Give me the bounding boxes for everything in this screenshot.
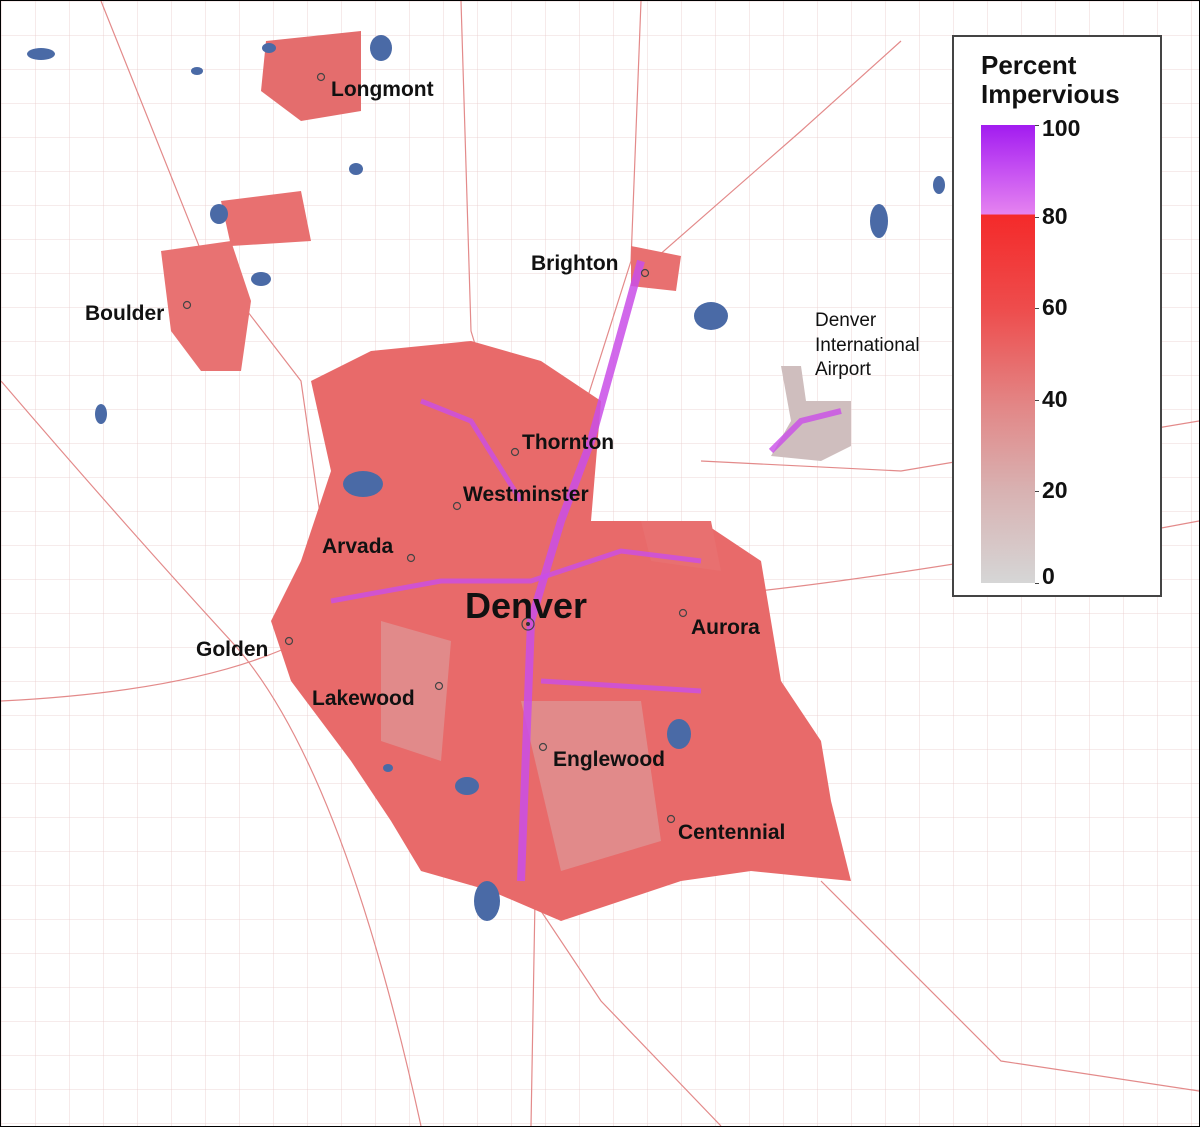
capital-dot (526, 622, 530, 626)
legend-tick (1035, 308, 1039, 310)
legend-tick (1035, 583, 1039, 584)
legend-tick-label: 60 (1042, 294, 1068, 321)
urban-area (161, 31, 851, 921)
color-bar (981, 125, 1035, 583)
legend: Percent Impervious 0 20 40 60 80 100 (952, 35, 1162, 597)
legend-title: Percent Impervious (981, 50, 1120, 109)
legend-tick-label: 100 (1042, 115, 1081, 141)
city-label: Arvada (322, 535, 394, 558)
city-label: Thornton (522, 431, 615, 454)
city-label: Brighton (531, 252, 619, 275)
city-markers (182, 72, 688, 824)
lakes (27, 35, 945, 921)
city-label: Englewood (553, 748, 665, 771)
legend-tick-label: 20 (1042, 477, 1068, 504)
city-label: Boulder (85, 302, 165, 325)
city-label: Centennial (678, 821, 786, 844)
city-label: Westminster (463, 483, 589, 506)
legend-tick (1035, 491, 1039, 493)
city-label: Golden (196, 638, 269, 661)
city-label: Denver (465, 585, 588, 626)
legend-tick (1035, 399, 1039, 401)
legend-tick-label: 0 (1042, 563, 1055, 589)
legend-tick-label: 80 (1042, 202, 1068, 229)
city-label: Aurora (691, 616, 760, 639)
city-label: Longmont (331, 78, 434, 101)
legend-tick-label: 40 (1042, 385, 1068, 412)
legend-tick (1035, 125, 1039, 126)
legend-tick (1035, 216, 1039, 218)
city-label: Denver International Airport (815, 310, 920, 380)
city-label: Lakewood (312, 687, 415, 710)
